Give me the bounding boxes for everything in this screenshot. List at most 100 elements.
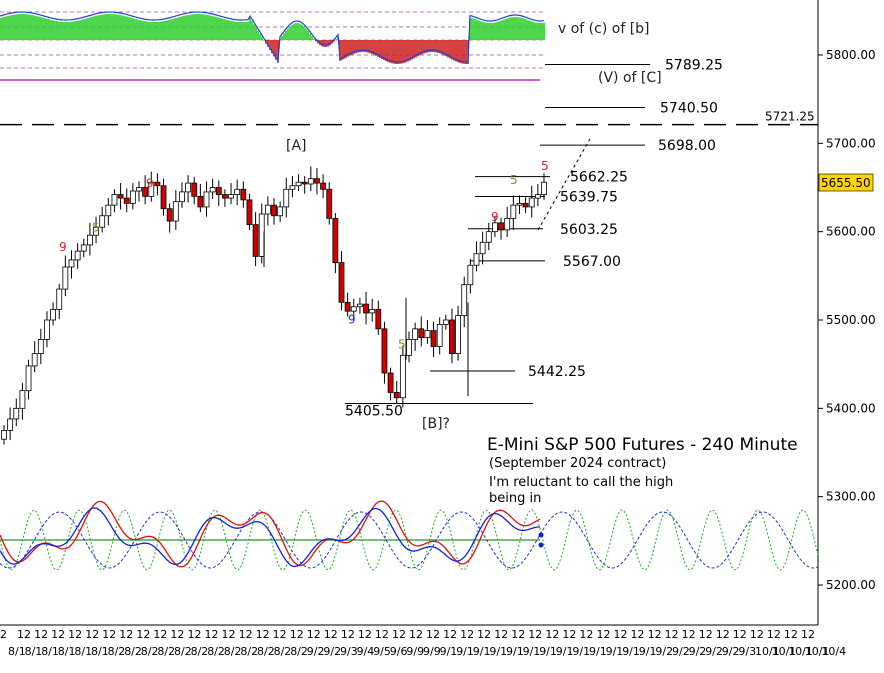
candle-body	[381, 328, 388, 374]
count-label: 5	[92, 221, 100, 235]
candle-body	[350, 306, 357, 312]
last-price-tag	[818, 173, 874, 192]
candle-body	[179, 191, 185, 203]
time-label: 12	[239, 628, 253, 641]
date-label: 9/2	[307, 645, 325, 658]
sequential-counts: 9 5 9 9 5 9 5 5	[59, 159, 549, 351]
candle-body	[399, 354, 406, 399]
candle-body	[338, 262, 345, 303]
time-label: 12	[34, 628, 48, 641]
candle-body	[172, 201, 179, 222]
candle-body	[283, 188, 290, 208]
candle-body	[258, 213, 265, 257]
candle-body	[31, 353, 38, 367]
level-label: 5721.25	[765, 110, 815, 124]
candle-body	[44, 319, 50, 340]
candle-body	[344, 301, 351, 312]
candle-body	[436, 324, 443, 347]
candle-body	[387, 372, 394, 393]
level-label: 5740.50	[660, 101, 718, 117]
price-levels: 5789.25 5740.50 5721.25 5698.00 5662.25 5639.…	[0, 57, 818, 432]
date-label: 9/1	[506, 645, 524, 658]
top-wave-label: v of (c) of [b]	[558, 21, 650, 37]
date-label: 9/1	[572, 645, 590, 658]
time-label: 12	[767, 628, 781, 641]
date-label: 9/1	[606, 645, 624, 658]
candle-body	[528, 197, 535, 208]
candle-body	[264, 204, 271, 215]
count-label: 5	[541, 159, 549, 173]
date-label: 10/1	[772, 645, 797, 658]
date-label: 9/1	[489, 645, 507, 658]
date-label: 9/9	[406, 645, 424, 658]
candle-body	[363, 303, 369, 314]
date-label: 9/2	[655, 645, 673, 658]
candle-body	[68, 259, 75, 268]
candle-body	[289, 185, 296, 190]
date-label: 8/1	[58, 645, 76, 658]
time-label: 12	[273, 628, 287, 641]
time-label: 12	[307, 628, 321, 641]
candle-body	[498, 222, 504, 231]
chart-subtitle: (September 2024 contract)	[489, 456, 666, 471]
time-label: 12	[750, 628, 764, 641]
date-label: 9/1	[473, 645, 491, 658]
time-label: 12	[222, 628, 236, 641]
candle-body	[129, 190, 136, 204]
candle-body	[357, 303, 363, 308]
price-tick-label: 5300.00	[826, 490, 876, 504]
time-label: 12	[205, 628, 219, 641]
candle-body	[271, 204, 277, 217]
date-label: 8/2	[141, 645, 159, 658]
date-label: 9/1	[539, 645, 557, 658]
count-label: 5	[398, 337, 406, 351]
cycle-red	[0, 500, 541, 568]
time-label: 12	[85, 628, 99, 641]
level-label: 5567.00	[563, 254, 621, 270]
candle-body	[522, 202, 529, 208]
candle-body	[326, 188, 333, 219]
candle-body	[424, 330, 431, 339]
date-label: 9/3	[340, 645, 358, 658]
candle-body	[406, 339, 412, 356]
wave-label: (V) of [C]	[598, 70, 662, 86]
date-label: 8/1	[25, 645, 43, 658]
candle-body	[240, 188, 247, 201]
candle-body	[516, 202, 523, 206]
time-label: 12	[136, 628, 150, 641]
time-label: 12	[409, 628, 423, 641]
candle-body	[461, 284, 468, 316]
time-label: 12	[733, 628, 747, 641]
last-price-value: 5655.50	[821, 176, 871, 190]
date-label: 9/3	[738, 645, 756, 658]
price-tick-label: 5600.00	[826, 225, 876, 239]
candle-body	[7, 418, 14, 431]
date-label: 8/2	[124, 645, 142, 658]
candle-body	[492, 222, 498, 233]
candle-body	[197, 195, 204, 208]
date-label: 8/2	[174, 645, 192, 658]
cycles-panel	[0, 500, 819, 571]
date-label: 9/9	[423, 645, 441, 658]
time-label: 12	[528, 628, 542, 641]
date-label: 9/1	[556, 645, 574, 658]
candle-body	[209, 187, 216, 193]
time-label: 12	[699, 628, 713, 641]
candle-body	[37, 339, 44, 354]
candle-body	[111, 194, 118, 206]
date-label: 9/1	[523, 645, 541, 658]
date-label: 8/2	[257, 645, 275, 658]
level-label: 5603.25	[560, 222, 618, 238]
candle-body	[148, 181, 155, 197]
candle-body	[430, 330, 437, 347]
time-label: 12	[716, 628, 730, 641]
time-label: 12	[443, 628, 457, 641]
time-label: 12	[68, 628, 82, 641]
count-label: 9	[491, 210, 499, 224]
time-label: 12	[562, 628, 576, 641]
cycle-marker	[538, 542, 544, 548]
level-label: 5442.25	[528, 364, 586, 380]
time-label: 12	[17, 628, 31, 641]
time-label: 12	[511, 628, 525, 641]
oscillator-line	[0, 11, 545, 63]
